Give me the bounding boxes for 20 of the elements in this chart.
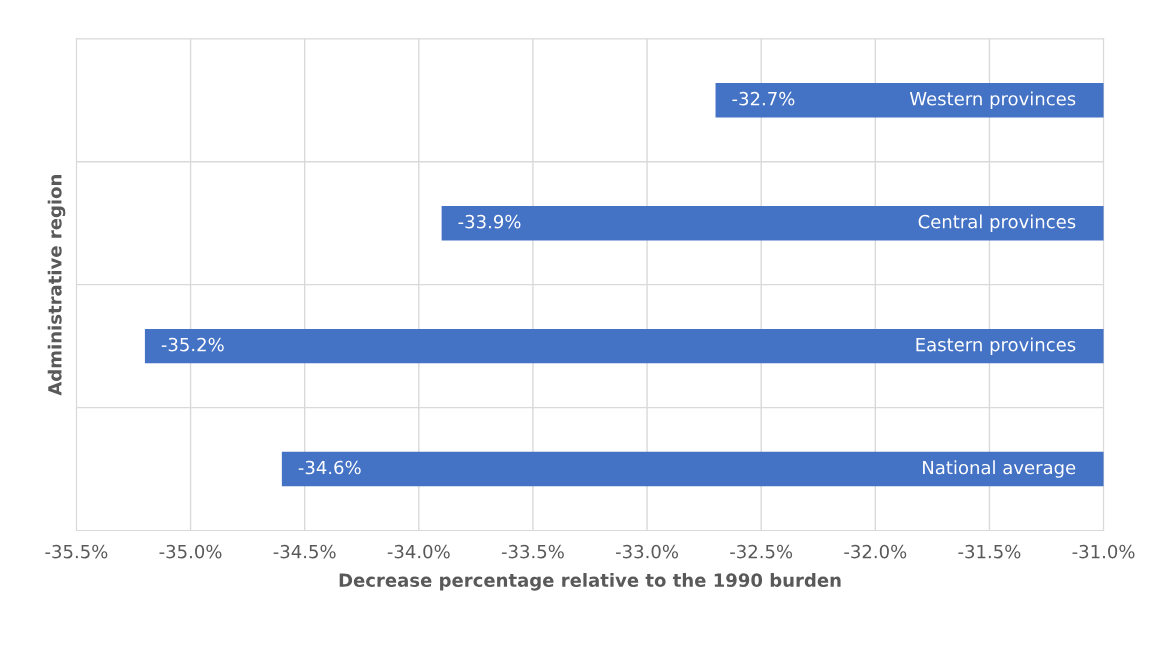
x-tick-label: -34.0% [387, 544, 450, 559]
x-tick-label: -35.0% [159, 544, 222, 559]
x-axis-title: Decrease percentage relative to the 1990 burden [339, 573, 841, 591]
x-tick-label: -31.0% [1072, 544, 1135, 559]
y-axis-title: Administrative region [47, 175, 66, 396]
x-tick-label: -31.5% [958, 544, 1021, 559]
x-tick-label: -33.5% [501, 544, 564, 559]
data-label: -32.7% [732, 91, 795, 106]
x-tick-label: -35.5% [45, 544, 108, 559]
data-label: -34.6% [298, 460, 361, 475]
x-tick-label: -34.5% [273, 544, 336, 559]
x-tick-label: -32.0% [844, 544, 907, 559]
y-tick-label: Central provinces [918, 214, 1076, 232]
y-tick-label: Western provinces [909, 91, 1076, 110]
x-tick-label: -32.5% [730, 544, 793, 559]
x-tick-label: -33.0% [616, 544, 679, 559]
data-label: -35.2% [161, 337, 224, 352]
y-tick-label: Eastern provinces [916, 337, 1076, 355]
data-label: -33.9% [458, 214, 521, 229]
y-tick-label: National average [923, 460, 1076, 478]
